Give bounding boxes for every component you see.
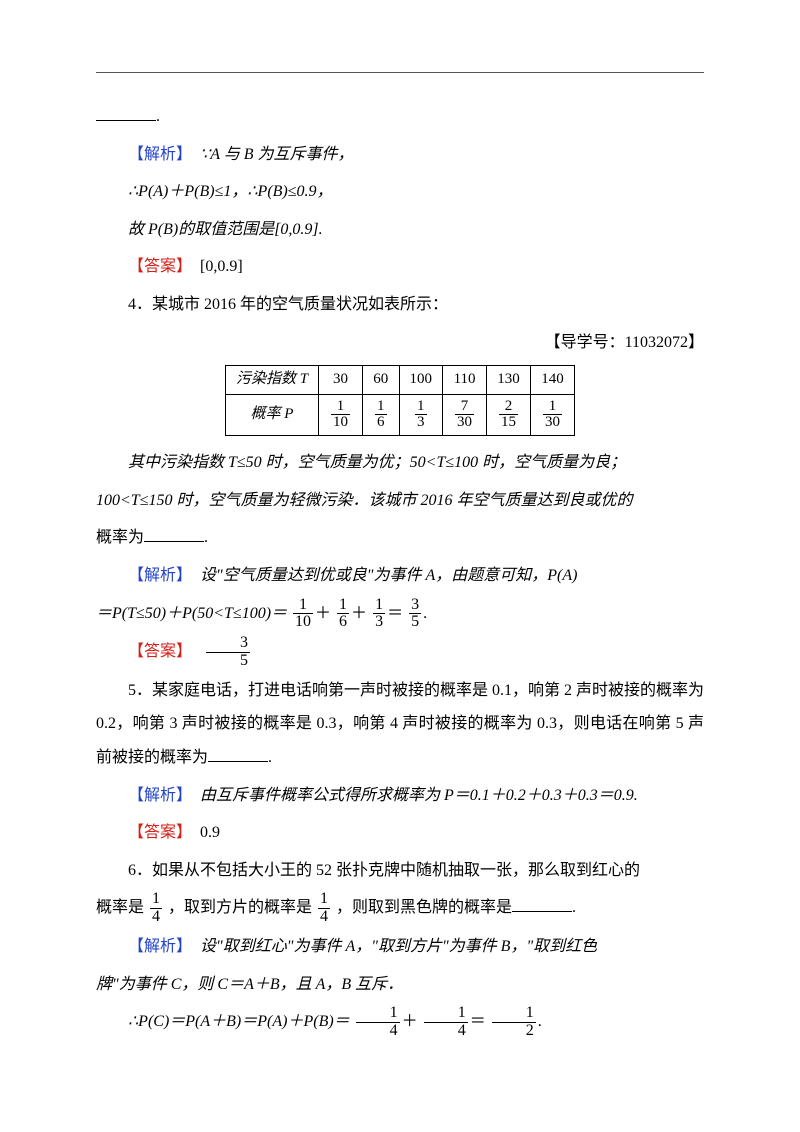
q6a3p: ∴P(C)＝P(A＋B)＝P(A)＋P(B)＝ [128, 1013, 350, 1030]
d: 10 [331, 415, 350, 431]
n: 3 [206, 635, 250, 653]
d: 30 [543, 415, 562, 431]
d: 5 [409, 614, 421, 631]
q4a1: 设"空气质量达到优或良"为事件 A，由题意可知，P(A) [200, 567, 577, 584]
n: 1 [318, 891, 330, 909]
q6l2b: ，取到方片的概率是 [168, 899, 312, 916]
header-rule [96, 72, 704, 73]
q3-a1: ∵A 与 B 为互斥事件， [200, 146, 353, 163]
cell: 730 [443, 394, 487, 436]
pollution-table: 污染指数 T 30 60 100 110 130 140 概率 P 110 16… [225, 365, 575, 436]
cell: 30 [319, 366, 363, 395]
q4-body2: 100<T≤150 时，空气质量为轻微污染．该城市 2016 年空气质量达到良或… [96, 484, 704, 518]
n: 1 [150, 891, 162, 909]
q4-analysis-2: ＝P(T≤50)＋P(50<T≤100)＝ 110＋ 16＋ 13＝ 35. [96, 597, 704, 632]
n: 1 [356, 1005, 400, 1023]
table-row: 污染指数 T 30 60 100 110 130 140 [225, 366, 574, 395]
q6a2: 牌"为事件 C，则 C＝A＋B，且 A，B 互斥． [96, 976, 403, 993]
cell: 13 [399, 394, 443, 436]
q5-body: 5．某家庭电话，打进电话响第一声时被接的概率是 0.1，响第 2 声时被接的概率… [96, 674, 704, 775]
cell: 140 [531, 366, 575, 395]
answer-label: 【答案】 [128, 824, 184, 841]
cell: 16 [363, 394, 400, 436]
cell: 130 [531, 394, 575, 436]
cell: 215 [487, 394, 531, 436]
q4b3p: 概率为 [96, 529, 144, 546]
q6a1: 设"取到红心"为事件 A，"取到方片"为事件 B，"取到红色 [200, 938, 597, 955]
row-header-2: 概率 P [225, 394, 318, 436]
rh2: 概率 P [251, 406, 294, 422]
q3-a2-line: ∴P(A)＋P(B)≤1，∴P(B)≤0.9， [96, 175, 704, 209]
q3-a2: ∴P(A)＋P(B)≤1，∴P(B)≤0.9， [128, 183, 333, 200]
d: 6 [375, 415, 387, 431]
q5-answer: 【答案】 0.9 [96, 816, 704, 850]
q5-analysis: 【解析】 由互斥事件概率公式得所求概率为 P＝0.1＋0.2＋0.3＋0.3＝0… [96, 779, 704, 813]
n: 7 [455, 399, 474, 416]
n: 1 [375, 399, 387, 416]
q4b2: 100<T≤150 时，空气质量为轻微污染．该城市 2016 年空气质量达到良或… [96, 492, 632, 509]
n: 1 [492, 1005, 536, 1023]
q6-line1: 6．如果从不包括大小王的 52 张扑克牌中随机抽取一张，那么取到红心的 [96, 854, 704, 888]
analysis-label: 【解析】 [128, 146, 184, 163]
q4-analysis-1: 【解析】 设"空气质量达到优或良"为事件 A，由题意可知，P(A) [96, 559, 704, 593]
q4-title: 4．某城市 2016 年的空气质量状况如表所示： [96, 288, 704, 322]
q4-body3: 概率为. [96, 521, 704, 555]
analysis-label: 【解析】 [128, 787, 184, 804]
n: 1 [373, 597, 385, 615]
d: 4 [150, 909, 162, 926]
d: 4 [356, 1023, 400, 1040]
d: 4 [318, 909, 330, 926]
q4-body1: 其中污染指数 T≤50 时，空气质量为优；50<T≤100 时，空气质量为良； [96, 446, 704, 480]
n: 3 [409, 597, 421, 615]
d: 6 [337, 614, 349, 631]
d: 2 [492, 1023, 536, 1040]
answer-label: 【答案】 [128, 643, 184, 660]
q3-a3: 故 P(B)的取值范围是[0,0.9]. [128, 221, 323, 238]
cell: 60 [363, 366, 400, 395]
d: 5 [206, 653, 250, 670]
q4-answer: 【答案】 35 [96, 635, 704, 670]
n: 1 [415, 399, 427, 416]
document-content: . 【解析】 ∵A 与 B 为互斥事件， ∴P(A)＋P(B)≤1，∴P(B)≤… [96, 100, 704, 1040]
q3-blank-line: . [96, 100, 704, 134]
q6-line2: 概率是 14 ，取到方片的概率是 14 ，则取到黑色牌的概率是. [96, 891, 704, 926]
n: 1 [293, 597, 313, 615]
analysis-label: 【解析】 [128, 938, 184, 955]
q5b: 5．某家庭电话，打进电话响第一声时被接的概率是 0.1，响第 2 声时被接的概率… [96, 682, 704, 766]
n: 2 [499, 399, 518, 416]
d: 3 [415, 415, 427, 431]
cell: 110 [443, 366, 487, 395]
q4-a2pre: ＝P(T≤50)＋P(50<T≤100)＝ [96, 605, 287, 622]
q6-analysis-3: ∴P(C)＝P(A＋B)＝P(A)＋P(B)＝ 14＋ 14＝ 12. [96, 1005, 704, 1040]
rh1: 污染指数 T [236, 371, 308, 387]
d: 10 [293, 614, 313, 631]
d: 4 [424, 1023, 468, 1040]
q3-a3-line: 故 P(B)的取值范围是[0,0.9]. [96, 213, 704, 247]
q3-ans: [0,0.9] [200, 258, 243, 275]
cell: 110 [319, 394, 363, 436]
q3-analysis: 【解析】 ∵A 与 B 为互斥事件， [96, 138, 704, 172]
n: 1 [337, 597, 349, 615]
q6-analysis-1: 【解析】 设"取到红心"为事件 A，"取到方片"为事件 B，"取到红色 [96, 930, 704, 964]
q5-ans: 0.9 [200, 824, 220, 841]
row-header-1: 污染指数 T [225, 366, 318, 395]
q4b1: 其中污染指数 T≤50 时，空气质量为优；50<T≤100 时，空气质量为良； [128, 454, 626, 471]
q6-analysis-2: 牌"为事件 C，则 C＝A＋B，且 A，B 互斥． [96, 968, 704, 1002]
answer-label: 【答案】 [128, 258, 184, 275]
cell: 130 [487, 366, 531, 395]
q6l2c: ，则取到黑色牌的概率是 [336, 899, 512, 916]
d: 30 [455, 415, 474, 431]
q6l2a: 概率是 [96, 899, 144, 916]
analysis-label: 【解析】 [128, 567, 184, 584]
q3-answer: 【答案】 [0,0.9] [96, 250, 704, 284]
q4-ref: 【导学号：11032072】 [96, 326, 704, 360]
d: 3 [373, 614, 385, 631]
n: 1 [424, 1005, 468, 1023]
d: 15 [499, 415, 518, 431]
table-row: 概率 P 110 16 13 730 215 130 [225, 394, 574, 436]
n: 1 [331, 399, 350, 416]
q5a1: 由互斥事件概率公式得所求概率为 P＝0.1＋0.2＋0.3＋0.3＝0.9. [200, 787, 638, 804]
n: 1 [543, 399, 562, 416]
cell: 100 [399, 366, 443, 395]
